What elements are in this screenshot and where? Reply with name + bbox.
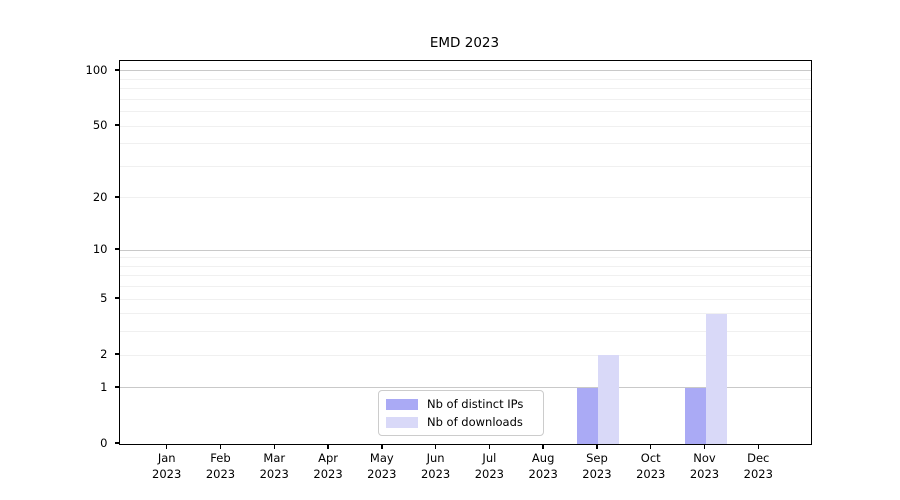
y-tick xyxy=(114,353,119,355)
y-tick-label: 100 xyxy=(85,62,108,77)
y-tick xyxy=(114,124,119,126)
legend-item: Nb of distinct IPs xyxy=(386,397,536,411)
gridline-minor xyxy=(120,265,811,267)
x-tick xyxy=(273,444,275,449)
y-tick xyxy=(114,248,119,250)
gridline-minor xyxy=(120,197,811,199)
gridline-major xyxy=(120,249,811,251)
y-tick-label: 5 xyxy=(100,291,108,306)
y-tick xyxy=(114,442,119,444)
x-tick xyxy=(327,444,329,449)
chart-title: EMD 2023 xyxy=(429,35,500,51)
x-tick-label: Feb 2023 xyxy=(205,451,236,481)
bar-nb-of-downloads xyxy=(705,313,727,444)
x-tick xyxy=(703,444,706,449)
x-tick-label: Jun 2023 xyxy=(420,451,451,481)
x-tick xyxy=(757,444,760,449)
gridline-major xyxy=(120,387,811,389)
x-tick xyxy=(165,444,168,449)
bar-nb-of-downloads xyxy=(597,355,619,444)
gridline-minor xyxy=(120,298,811,300)
x-tick xyxy=(434,444,437,449)
x-tick xyxy=(381,444,383,449)
legend-swatch xyxy=(386,398,418,410)
x-tick-label: Mar 2023 xyxy=(259,451,289,481)
legend-swatch xyxy=(386,416,418,428)
plot-area xyxy=(119,60,812,445)
legend: Nb of distinct IPs Nb of downloads xyxy=(378,390,544,436)
y-tick-label: 1 xyxy=(100,379,108,394)
gridline-minor xyxy=(120,125,811,127)
gridline-minor xyxy=(120,275,811,277)
y-tick xyxy=(114,69,119,71)
gridline-minor xyxy=(120,98,811,100)
gridline-minor xyxy=(120,111,811,113)
x-tick-label: Jul 2023 xyxy=(474,451,505,481)
gridline-minor xyxy=(120,143,811,145)
gridline-minor xyxy=(120,78,811,80)
x-tick-label: Dec 2023 xyxy=(743,451,773,481)
y-tick-label: 10 xyxy=(92,242,108,257)
bar-nb-of-distinct-ips xyxy=(576,387,598,444)
x-tick-label: Sep 2023 xyxy=(582,451,612,481)
legend-item: Nb of downloads xyxy=(386,415,536,429)
x-tick-label: Jan 2023 xyxy=(152,451,182,481)
y-tick-label: 50 xyxy=(92,118,108,133)
plot-inner xyxy=(120,61,811,444)
x-tick xyxy=(488,444,491,449)
y-tick-label: 2 xyxy=(100,347,108,362)
y-tick xyxy=(114,297,119,299)
y-tick-label: 0 xyxy=(100,436,108,450)
gridline-minor xyxy=(120,354,811,356)
x-tick xyxy=(596,444,598,449)
y-tick xyxy=(114,196,119,198)
x-tick xyxy=(542,444,544,449)
x-tick-label: Apr 2023 xyxy=(313,451,343,481)
x-tick-label: Aug 2023 xyxy=(528,451,558,481)
gridline-major xyxy=(120,70,811,72)
x-tick-label: May 2023 xyxy=(367,451,397,481)
gridline-minor xyxy=(120,313,811,315)
gridline-minor xyxy=(120,165,811,167)
gridline-minor xyxy=(120,286,811,288)
legend-label: Nb of downloads xyxy=(427,415,523,429)
legend-label: Nb of distinct IPs xyxy=(427,397,524,411)
y-tick-label: 20 xyxy=(92,189,108,204)
x-tick xyxy=(219,444,222,449)
gridline-minor xyxy=(120,88,811,90)
bar-nb-of-distinct-ips xyxy=(684,387,706,444)
x-tick-label: Oct 2023 xyxy=(636,451,666,481)
gridline-minor xyxy=(120,331,811,333)
x-tick-label: Nov 2023 xyxy=(689,451,720,481)
y-tick xyxy=(114,386,119,388)
x-tick xyxy=(649,444,652,449)
gridline-minor xyxy=(120,257,811,259)
